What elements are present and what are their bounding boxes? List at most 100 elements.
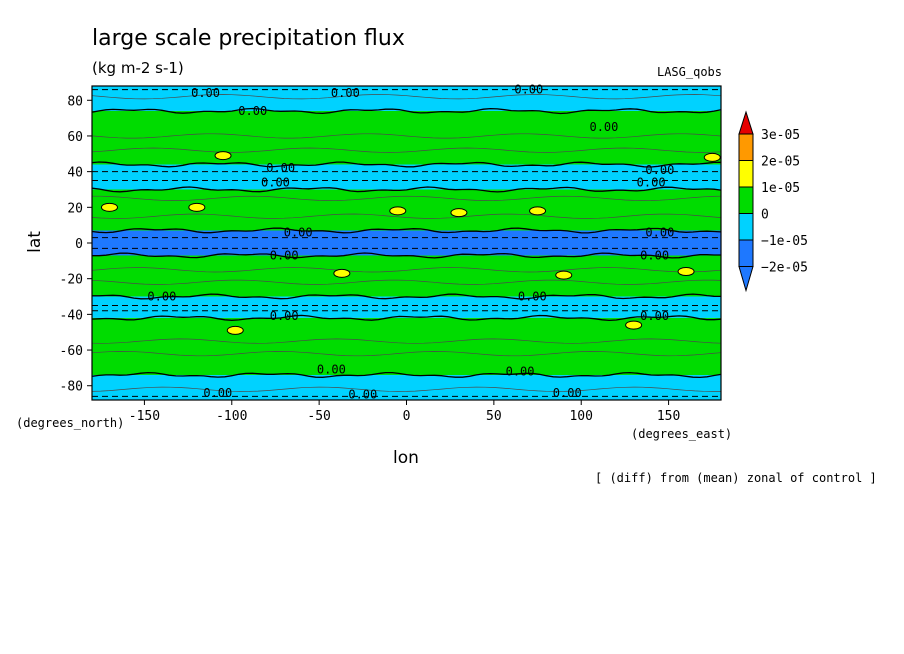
lat-band <box>92 296 721 318</box>
colorbar-swatch <box>738 160 754 188</box>
lat-band <box>92 255 721 297</box>
y-tick-label: -60 <box>60 344 83 359</box>
model-label: LASG_qobs <box>657 65 722 79</box>
contour-line <box>91 386 722 392</box>
x-tick-label: -150 <box>129 409 160 424</box>
colorbar: 3e-05 2e-05 1e-05 0 −1e-05 −2e-05 <box>738 110 808 293</box>
contour-label: 0.00 <box>317 363 346 377</box>
y-tick-label: 60 <box>67 130 83 145</box>
contour-line <box>91 314 722 322</box>
x-axis: -150 -100 -50 0 50 100 150 <box>129 400 680 424</box>
x-tick-label: 0 <box>403 409 411 424</box>
positive-anomaly-patch <box>214 151 232 161</box>
x-tick-label: -50 <box>307 409 330 424</box>
lat-band <box>92 164 721 190</box>
contour-label: 0.00 <box>640 309 669 323</box>
x-axis-units: (degrees_east) <box>631 427 732 441</box>
positive-anomaly-patch <box>226 325 244 335</box>
contour-label: 0.00 <box>637 175 666 189</box>
y-axis-label: lat <box>25 231 45 253</box>
contour-line <box>92 293 722 300</box>
contour-label: 0.00 <box>284 225 313 239</box>
contour-label: 0.00 <box>238 104 267 118</box>
contour-line <box>91 351 722 357</box>
contour-label: 0.00 <box>640 248 669 262</box>
contour-label: 0.00 <box>589 120 618 134</box>
positive-anomaly-patch <box>333 268 351 278</box>
colorbar-label: 3e-05 <box>761 128 800 143</box>
positive-anomaly-patch <box>703 152 721 162</box>
colorbar-swatch <box>738 213 754 241</box>
contour-label: 0.00 <box>506 364 535 378</box>
positive-anomaly-patch <box>625 320 643 330</box>
positive-anomaly-patch <box>450 208 468 218</box>
colorbar-label: −1e-05 <box>761 234 808 249</box>
contour-line <box>91 107 722 115</box>
colorbar-label: 2e-05 <box>761 155 800 170</box>
contour-label: 0.00 <box>266 161 295 175</box>
y-tick-label: -80 <box>60 380 83 395</box>
contour-line <box>91 338 722 344</box>
contour-label: 0.00 <box>553 386 582 400</box>
chart-units: (kg m-2 s-1) <box>92 59 184 77</box>
x-tick-label: 50 <box>486 409 502 424</box>
positive-anomaly-patch <box>389 206 407 216</box>
colorbar-swatch <box>738 186 754 214</box>
colorbar-max-arrow <box>738 110 754 135</box>
y-tick-label: 0 <box>75 237 83 252</box>
contour-line <box>91 147 722 153</box>
y-tick-label: 20 <box>67 201 83 216</box>
colorbar-label: −2e-05 <box>761 261 808 276</box>
contour-line <box>91 161 722 168</box>
colorbar-label: 1e-05 <box>761 181 800 196</box>
positive-anomaly-patch <box>529 206 547 216</box>
contour-label: 0.00 <box>645 163 674 177</box>
positive-anomaly-patch <box>555 270 573 280</box>
contour-label: 0.00 <box>348 388 377 402</box>
x-tick-label: -100 <box>216 409 247 424</box>
lat-band <box>92 110 721 165</box>
contour-label: 0.00 <box>331 86 360 100</box>
y-tick-label: 40 <box>67 166 83 181</box>
x-axis-label: lon <box>393 448 419 468</box>
y-axis-units: (degrees_north) <box>16 416 124 430</box>
positive-anomaly-patch <box>100 202 118 212</box>
contour-line <box>91 371 722 379</box>
contour-label: 0.00 <box>261 175 290 189</box>
colorbar-min-arrow <box>738 266 754 293</box>
contour-line <box>91 94 722 100</box>
lat-band <box>92 230 721 256</box>
positive-anomaly-patch <box>188 202 206 212</box>
x-tick-label: 100 <box>569 409 592 424</box>
colorbar-swatch <box>738 239 754 267</box>
y-tick-label: -40 <box>60 308 83 323</box>
positive-anomaly-patch <box>677 267 695 277</box>
y-tick-label: -20 <box>60 273 83 288</box>
contour-line <box>91 279 722 285</box>
contour-line <box>91 213 722 219</box>
lat-band <box>92 189 721 231</box>
contour-line <box>91 227 722 234</box>
contour-label: 0.00 <box>518 290 547 304</box>
contour-line <box>92 252 721 259</box>
footnote: [ (diff) from (mean) zonal of control ] <box>595 471 877 485</box>
contour-line <box>92 195 722 201</box>
contour-label: 0.00 <box>191 86 220 100</box>
lat-band <box>92 86 721 111</box>
lat-band <box>92 317 721 376</box>
contour-label: 0.00 <box>147 290 176 304</box>
y-axis: 80 60 40 20 0 -20 -40 -60 -80 <box>60 94 92 395</box>
y-tick-label: 80 <box>67 94 83 109</box>
contour-line <box>91 133 722 139</box>
colorbar-swatch <box>738 133 754 161</box>
x-tick-label: 150 <box>657 409 680 424</box>
colorbar-label: 0 <box>761 208 769 223</box>
contour-label: 0.00 <box>203 386 232 400</box>
contour-label: 0.00 <box>270 248 299 262</box>
chart-title: large scale precipitation flux <box>92 26 405 51</box>
contour-label: 0.00 <box>270 309 299 323</box>
plot-area: 0.00 0.00 0.000.000.000.000.000.000.000.00… <box>91 83 722 402</box>
contour-line <box>91 267 722 273</box>
contour-line <box>91 186 722 193</box>
